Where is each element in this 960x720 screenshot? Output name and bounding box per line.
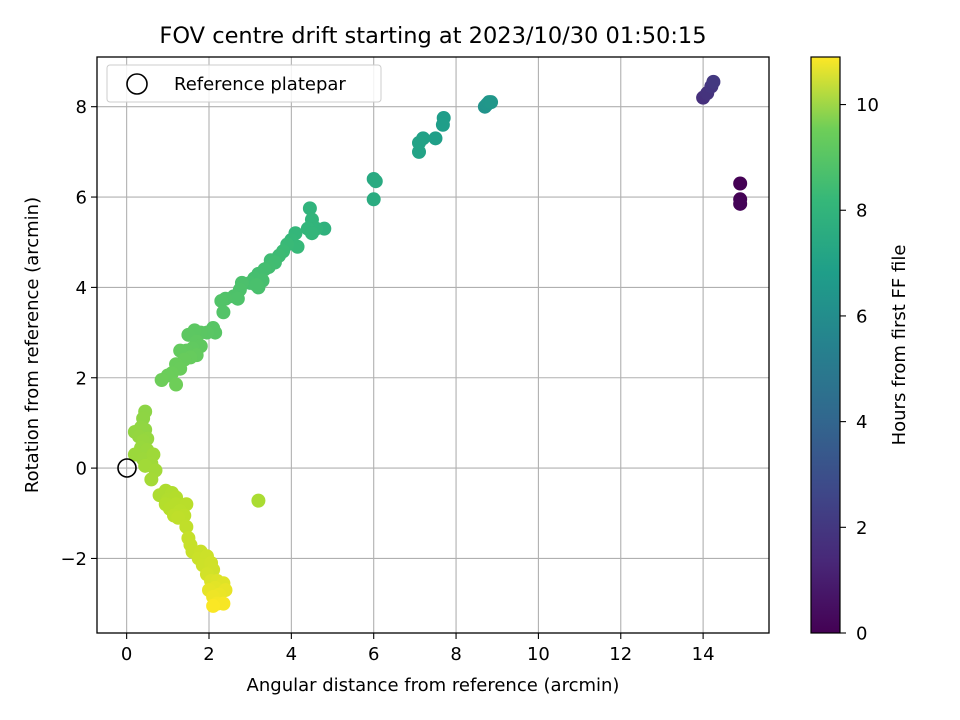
scatter-point [368,174,383,189]
colorbar: 0 2 4 6 8 10 Hours from first FF file [810,56,910,645]
colorbar-tick-label: 6 [856,306,867,327]
colorbar-tick-label: 10 [856,95,879,116]
colorbar-tick-label: 2 [856,518,867,539]
scatter-point [706,74,721,89]
scatter-point [435,117,450,132]
scatter-point [412,144,426,159]
legend: Reference platepar [106,64,382,103]
x-tick-label: 14 [692,644,715,665]
x-tick-label: 10 [527,644,550,665]
scatter-point [171,510,186,525]
scatter-point [366,192,381,207]
reference-marker [117,458,137,478]
legend-entry: Reference platepar [174,74,346,95]
scatter-point [249,278,264,293]
x-tick-label: 6 [368,644,379,665]
y-tick-label: 0 [76,459,87,480]
x-tick-label: 8 [450,644,461,665]
scatter-point [302,201,317,216]
x-tick-label: 0 [121,644,132,665]
chart-title: FOV centre drift starting at 2023/10/30 … [159,23,706,49]
scatter-point [733,196,748,211]
scatter-point [169,377,184,392]
x-tick-label: 2 [203,644,214,665]
legend-box [106,64,382,103]
colorbar-gradient [810,56,841,634]
scatter-point [216,305,231,320]
colorbar-tick-label: 0 [856,624,867,645]
y-tick-label: 8 [76,97,87,118]
scatter-point [154,373,169,388]
scatter-point [230,291,245,306]
colorbar-ticks: 0 2 4 6 8 10 [840,95,879,645]
x-tick-label: 4 [286,644,297,665]
y-axis-ticks: −2 0 2 4 6 8 [60,97,97,570]
colorbar-tick-label: 4 [856,412,867,433]
grid-lines [97,57,769,633]
x-axis-ticks: 0 2 4 6 8 10 12 14 [121,633,715,665]
scatter-point [206,598,221,613]
scatter-point [179,519,194,534]
scatter-point [214,293,229,308]
scatter-point [733,176,748,191]
scatter-point [251,493,266,508]
scatter-point [304,226,319,241]
plot-frame [96,56,770,634]
y-tick-label: 4 [76,278,87,299]
data-points [127,74,748,613]
y-tick-label: −2 [60,549,87,570]
y-axis-label: Rotation from reference (arcmin) [22,197,43,493]
scatter-point [428,131,443,146]
x-axis-label: Angular distance from reference (arcmin) [247,675,620,696]
y-tick-label: 2 [76,368,87,389]
y-tick-label: 6 [76,188,87,209]
scatter-point [484,95,499,110]
x-tick-label: 12 [609,644,632,665]
legend-reference-icon [126,73,148,95]
colorbar-tick-label: 8 [856,201,867,222]
colorbar-label: Hours from first FF file [889,245,910,446]
scatter-point [144,472,159,487]
